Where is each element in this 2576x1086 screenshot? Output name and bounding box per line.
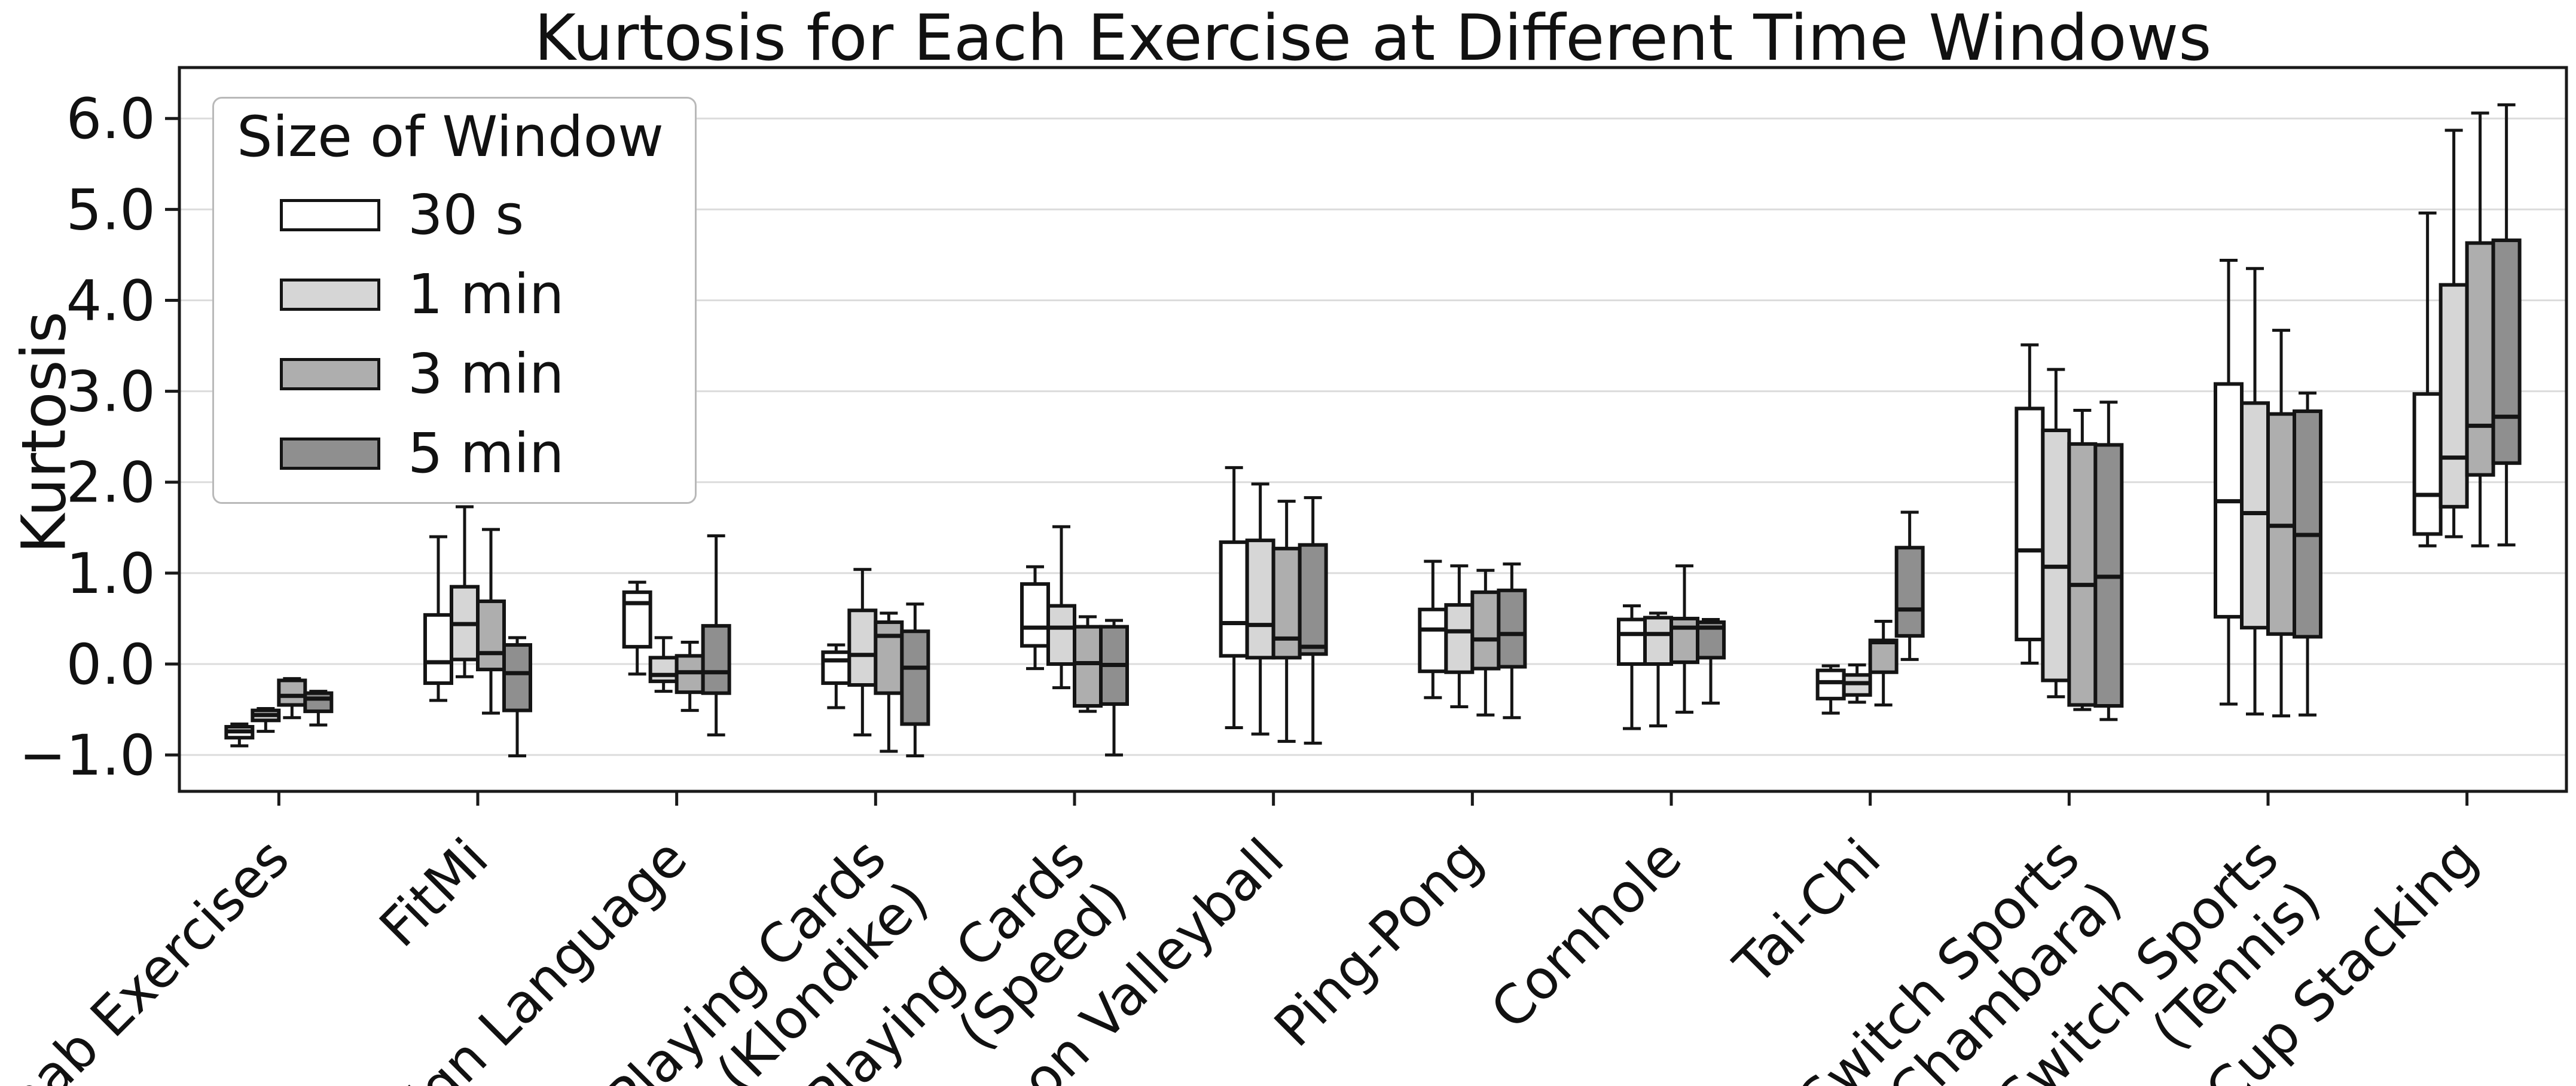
- y-tick-label: 0.0: [66, 632, 156, 698]
- box-30-s: [423, 613, 453, 685]
- legend-label: 1 min: [408, 262, 564, 326]
- box-1-min: [1046, 604, 1076, 666]
- box-30-s: [1617, 617, 1647, 666]
- box-3-min: [1669, 616, 1699, 664]
- box-1-min: [648, 656, 679, 683]
- legend-swatch: [280, 198, 380, 231]
- box-3-min: [277, 678, 307, 707]
- x-tick-label: Cornhole: [1479, 827, 1693, 1041]
- x-tick-label-group: FitMi: [368, 827, 500, 959]
- x-tick-label-group: Rehab Exercises: [0, 827, 301, 1086]
- box-5-min: [1298, 543, 1328, 656]
- box-30-s: [1020, 582, 1050, 648]
- chart-title: Kurtosis for Each Exercise at Different …: [534, 1, 2212, 75]
- y-tick-label: 4.0: [66, 268, 156, 334]
- legend-label: 3 min: [408, 342, 564, 406]
- box-5-min: [1894, 546, 1925, 638]
- box-5-min: [701, 624, 731, 695]
- legend-item-1-min: 1 min: [280, 262, 664, 326]
- box-1-min: [2438, 283, 2469, 509]
- box-3-min: [2067, 442, 2098, 707]
- box-3-min: [476, 599, 506, 672]
- box-30-s: [1418, 607, 1448, 674]
- box-3-min: [2465, 241, 2495, 477]
- y-tick-label: 2.0: [66, 451, 156, 516]
- box-30-s: [1815, 668, 1846, 700]
- legend-label: 30 s: [408, 183, 524, 247]
- box-5-min: [303, 691, 334, 714]
- legend: Size of Window 30 s 1 min 3 min 5 min: [212, 97, 697, 504]
- box-3-min: [874, 620, 904, 695]
- legend-item-5-min: 5 min: [280, 421, 664, 485]
- y-tick-label: 1.0: [66, 542, 156, 607]
- y-tick-label: −1.0: [19, 723, 155, 788]
- box-30-s: [2015, 406, 2045, 641]
- box-30-s: [1219, 540, 1249, 658]
- box-5-min: [1497, 588, 1527, 669]
- legend-item-3-min: 3 min: [280, 342, 664, 406]
- legend-swatch: [280, 357, 380, 390]
- x-tick-label-group: Cornhole: [1479, 827, 1693, 1041]
- y-tick-label: 6.0: [66, 87, 156, 152]
- box-3-min: [1271, 546, 1302, 660]
- box-30-s: [2412, 392, 2443, 536]
- x-tick-label: FitMi: [368, 827, 500, 959]
- axes-frame: [178, 66, 2568, 793]
- x-tick-label: Rehab Exercises: [0, 827, 301, 1086]
- x-tick-label: Ping-Pong: [1263, 827, 1495, 1059]
- legend-item-30-s: 30 s: [280, 183, 664, 247]
- box-5-min: [2491, 238, 2522, 465]
- legend-swatch: [280, 278, 380, 311]
- box-3-min: [1470, 590, 1501, 671]
- y-tick-label: 5.0: [66, 178, 156, 243]
- box-1-min: [1643, 616, 1673, 666]
- box-1-min: [1245, 539, 1275, 660]
- legend-items: 30 s 1 min 3 min 5 min: [237, 183, 664, 485]
- box-5-min: [502, 643, 532, 712]
- box-1-min: [1444, 603, 1475, 674]
- x-tick-label: Tai-Chi: [1722, 827, 1893, 997]
- x-tick-label-group: Tai-Chi: [1722, 827, 1893, 997]
- box-1-min: [847, 608, 878, 687]
- x-tick-label-group: Ping-Pong: [1263, 827, 1495, 1059]
- legend-swatch: [280, 437, 380, 470]
- legend-title: Size of Window: [237, 105, 664, 170]
- box-5-min: [2293, 409, 2322, 639]
- box-1-min: [2240, 401, 2270, 630]
- legend-label: 5 min: [408, 421, 564, 485]
- box-1-min: [2041, 429, 2071, 683]
- y-tick-label: 3.0: [66, 360, 156, 425]
- box-30-s: [821, 650, 851, 685]
- box-3-min: [1868, 638, 1899, 674]
- box-30-s: [622, 590, 652, 649]
- box-3-min: [1073, 625, 1103, 708]
- box-5-min: [900, 629, 930, 726]
